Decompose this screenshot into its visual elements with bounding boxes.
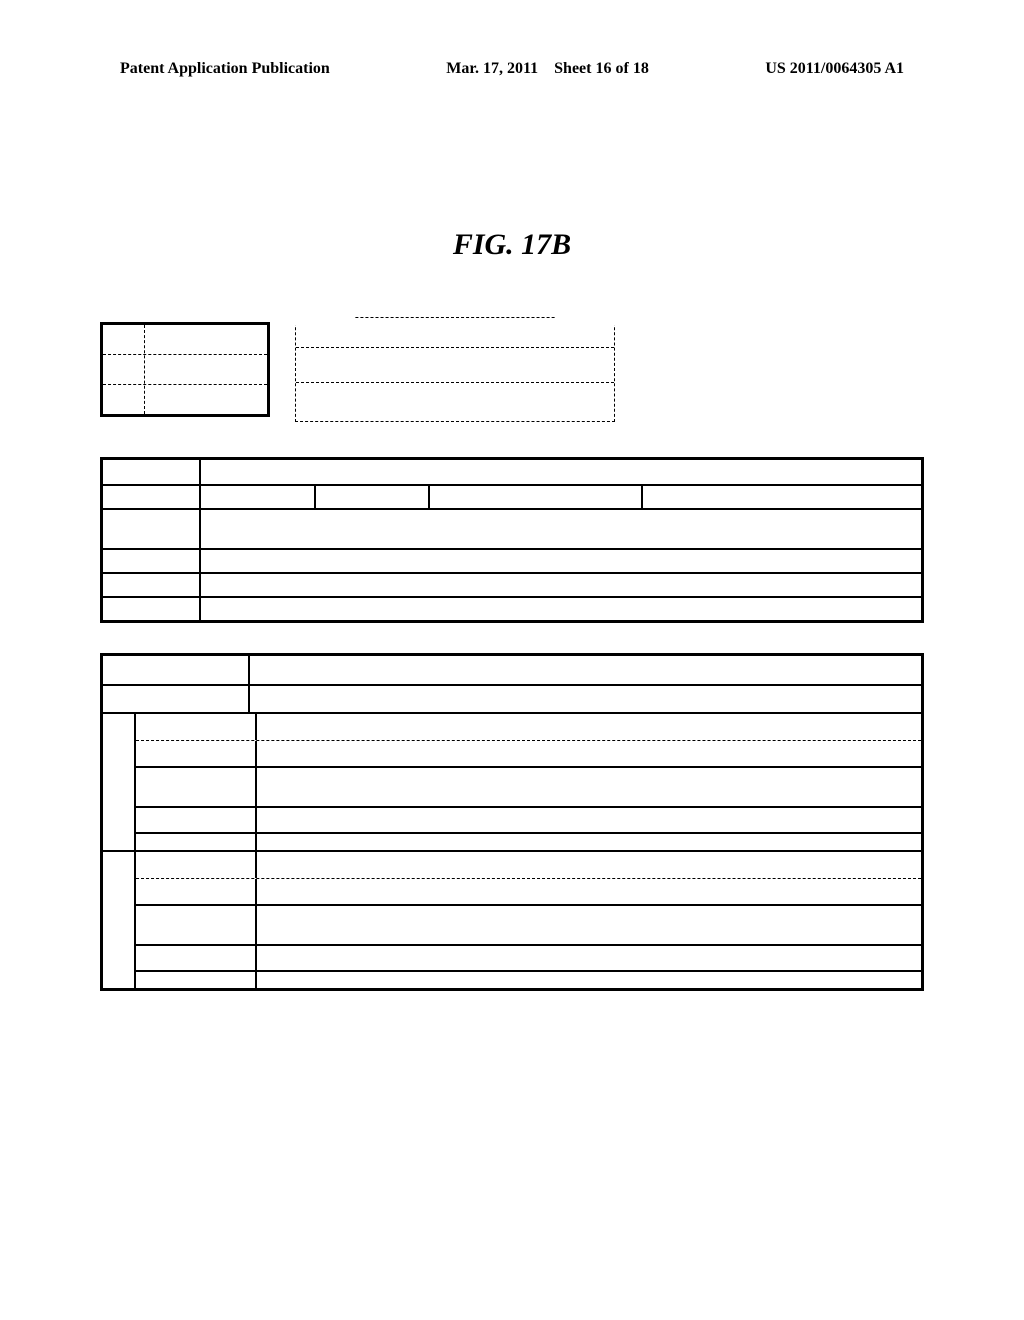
table-row [136,766,921,806]
table-cell [103,510,201,548]
dashed-outline-box [295,317,615,422]
header-left: Patent Application Publication [120,60,330,78]
table-cell [136,741,258,766]
dashed-line [103,384,267,385]
table-cell [103,686,250,712]
table-cell [201,550,921,572]
table-cell [103,550,201,572]
top-box-row [100,322,924,422]
table-cell [257,808,921,832]
table-cell [136,946,258,970]
notch [294,315,354,325]
table-row [103,508,921,548]
table-cell [136,834,258,850]
table-row [136,832,921,850]
table-cell [430,486,643,508]
table-row [103,484,921,508]
table-row [103,460,921,484]
notch [556,315,616,325]
table-row [136,852,921,878]
group-body [136,852,921,988]
header-date: Mar. 17, 2011 [446,60,538,77]
group-body [136,714,921,850]
table-row [103,596,921,620]
table-group [103,712,921,850]
header-mid: Mar. 17, 2011 Sheet 16 of 18 [446,60,649,78]
table-cell [136,714,258,740]
table-row [136,944,921,970]
table-cell [201,486,316,508]
table-cell [136,808,258,832]
table-cell [201,510,921,548]
small-grid-box [100,322,270,417]
table-cell [257,768,921,806]
table-cell [250,656,921,684]
table-cell [257,741,921,766]
table-row [136,878,921,904]
table-cell [103,598,201,620]
group-spine [103,714,136,850]
middle-table [100,457,924,623]
table-cell [103,656,250,684]
table-cell [257,972,921,988]
table-row [103,572,921,596]
table-cell [136,768,258,806]
table-cell [257,879,921,904]
bottom-table [100,653,924,991]
table-row [136,970,921,988]
table-cell [136,852,258,878]
table-cell [201,598,921,620]
dashed-line [144,325,145,414]
table-cell [257,714,921,740]
table-cell [103,460,201,484]
table-row [103,684,921,712]
table-cell [103,486,201,508]
table-cell [136,906,258,944]
dashed-line [296,347,614,348]
table-cell [201,460,921,484]
table-row [136,806,921,832]
table-cell [201,574,921,596]
table-cell [316,486,431,508]
table-cell [257,852,921,878]
table-group [103,850,921,988]
group-spine [103,852,136,988]
table-row [136,714,921,740]
figure-label: FIG. 17B [100,228,924,262]
table-cell [257,834,921,850]
dashed-line [103,354,267,355]
table-cell [136,879,258,904]
header-sheet: Sheet 16 of 18 [554,60,649,77]
table-cell [257,906,921,944]
table-cell [103,574,201,596]
table-cell [643,486,921,508]
header-right: US 2011/0064305 A1 [765,60,904,78]
page-header: Patent Application Publication Mar. 17, … [100,60,924,78]
page: Patent Application Publication Mar. 17, … [0,0,1024,1320]
table-row [136,904,921,944]
table-row [103,656,921,684]
dashed-line [296,382,614,383]
table-cell [257,946,921,970]
table-row [136,740,921,766]
table-cell [136,972,258,988]
table-row [103,548,921,572]
